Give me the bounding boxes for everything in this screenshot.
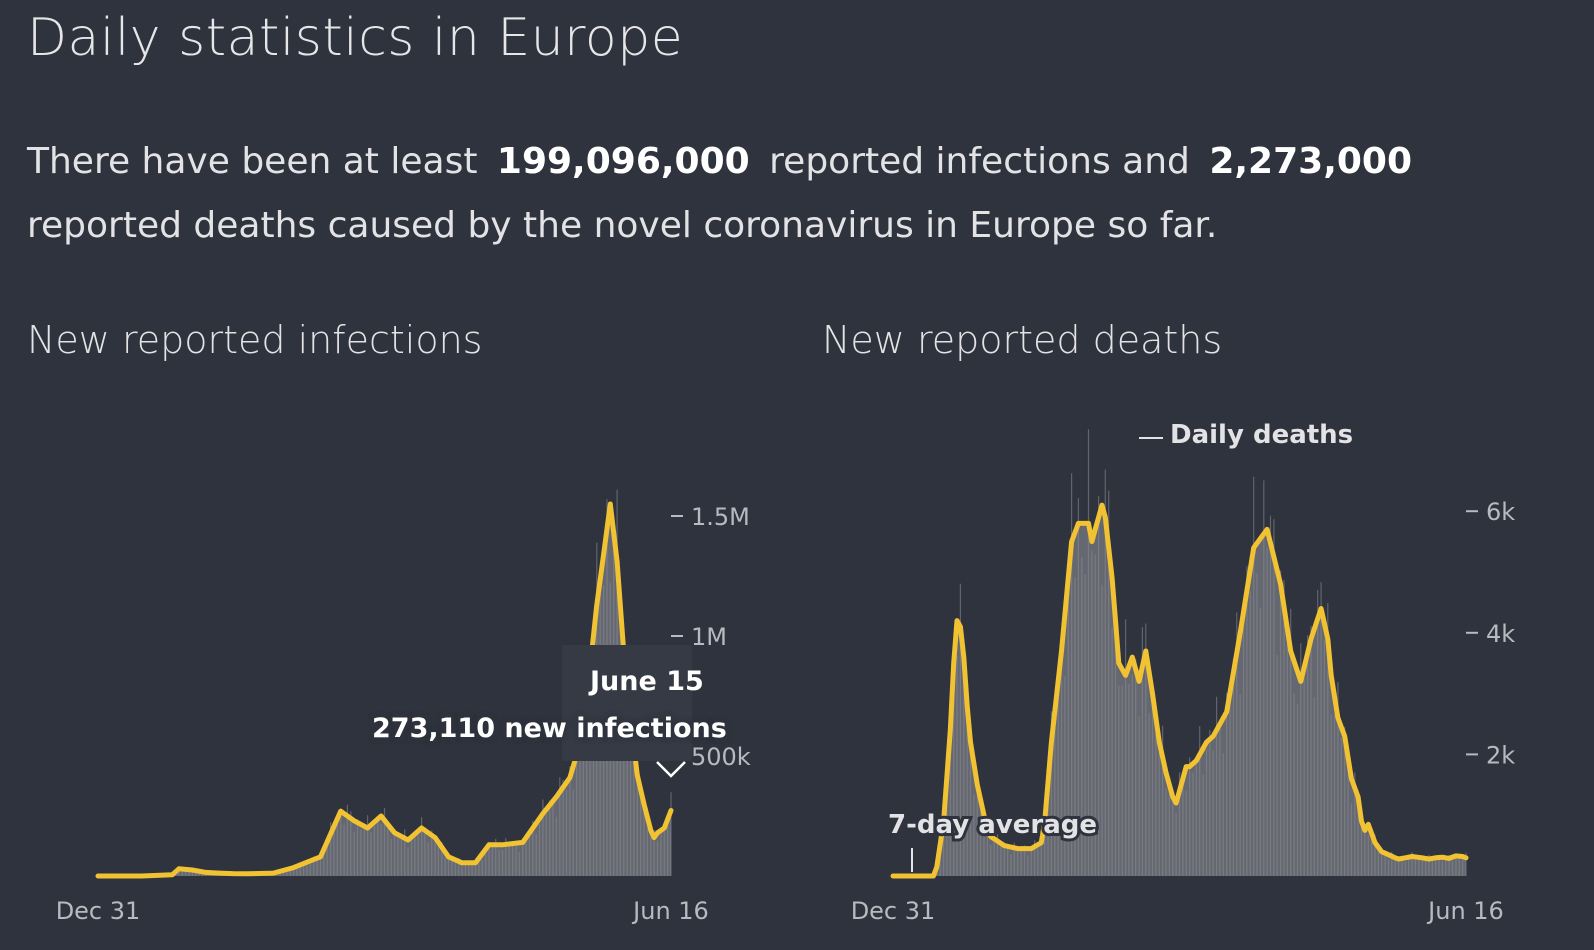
y-tick-label: 2k [1486, 741, 1515, 769]
daily-deaths-label: Daily deaths [1170, 420, 1353, 450]
daily-area-1 [893, 505, 1466, 876]
y-tick-label: 6k [1486, 498, 1515, 526]
y-tick-label: 1.5M [691, 503, 750, 531]
tooltip-date: June 15 [590, 666, 704, 697]
deaths-chart[interactable]: 6k 4k 2k Dec 31 Jun 16 Daily deaths 7-day aver… [835, 380, 1575, 940]
x-tick-label: Dec 31 [56, 897, 141, 925]
average-label: 7-day average [888, 810, 1097, 840]
x-tick-label: Jun 16 [1426, 897, 1504, 925]
deaths-chart-title: New reported deaths [822, 318, 1223, 362]
tooltip-pointer-icon [656, 761, 686, 778]
y-tick-label: 500k [691, 743, 751, 771]
summary-infections-total: 199,096,000 [496, 141, 750, 182]
average-line-1 [890, 502, 1469, 879]
x-tick-label: Dec 31 [851, 897, 936, 925]
x-tick-label: Jun 16 [631, 897, 709, 925]
summary-deaths-total: 2,273,000 [1209, 141, 1413, 182]
tooltip-value: 273,110 new infections [372, 713, 727, 744]
y-tick-label: 1M [691, 623, 727, 651]
summary-suffix: reported deaths caused by the novel coro… [27, 205, 1218, 246]
summary-middle: reported infections and [769, 141, 1190, 182]
summary-text: There have been at least 199,096,000 rep… [27, 130, 1547, 258]
page-title: Daily statistics in Europe [27, 8, 684, 68]
summary-prefix: There have been at least [27, 141, 478, 182]
infections-chart-title: New reported infections [27, 318, 483, 362]
y-tick-label: 4k [1486, 620, 1515, 648]
tooltip-box [562, 645, 692, 761]
